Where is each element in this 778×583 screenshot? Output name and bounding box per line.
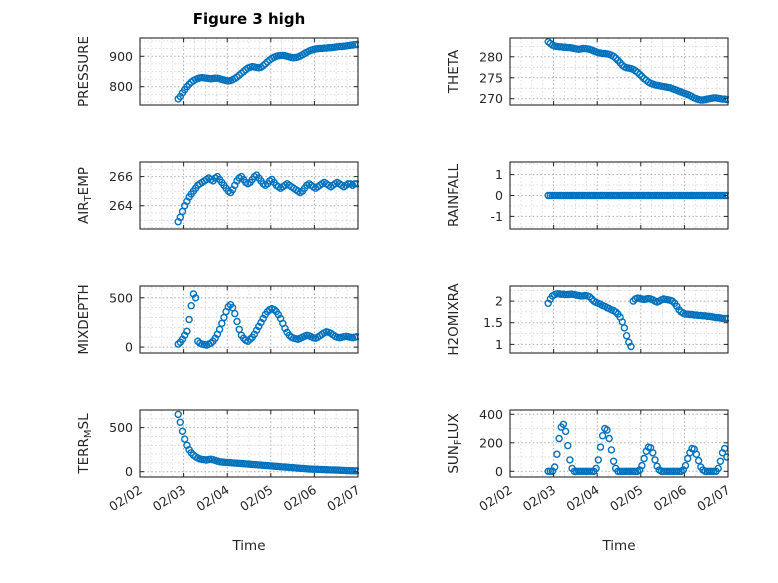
svg-text:02/05: 02/05	[237, 482, 275, 514]
chart-svg-theta: 270 275 280 THETA	[446, 37, 729, 106]
svg-text:AIRTEMP: AIRTEMP	[76, 167, 94, 224]
svg-text:PRESSURE: PRESSURE	[76, 36, 92, 107]
svg-text:200: 200	[479, 435, 503, 450]
chart-svg-pressure: 800 900 PRESSURE	[76, 36, 359, 107]
svg-text:900: 900	[109, 49, 133, 64]
subplot-mixdepth: 0 500 MIXDEPTH	[28, 256, 378, 384]
svg-text:THETA: THETA	[446, 49, 462, 94]
svg-text:02/05: 02/05	[607, 482, 645, 514]
svg-text:02/07: 02/07	[324, 482, 362, 514]
chart-svg-rainfall: -1 0 1 RAINFALL	[446, 161, 729, 230]
svg-text:02/02: 02/02	[476, 482, 514, 514]
svg-text:264: 264	[109, 198, 133, 213]
svg-text:0: 0	[495, 464, 503, 479]
chart-svg-airtemp: 264 266 AIRTEMP	[76, 161, 359, 230]
x-axis-label-right: Time	[602, 538, 636, 554]
subplot-pressure: 800 900 PRESSURE	[28, 8, 378, 136]
svg-text:275: 275	[479, 70, 503, 85]
svg-text:0: 0	[495, 188, 503, 203]
chart-svg-sunflux: 0 200 400 SUNFLUX 02/02 02/03 02/04 02/05 02/06 0…	[446, 407, 733, 514]
svg-text:0: 0	[125, 340, 133, 355]
svg-text:500: 500	[109, 290, 133, 305]
svg-text:RAINFALL: RAINFALL	[446, 164, 462, 227]
svg-text:500: 500	[109, 420, 133, 435]
x-axis-label-left: Time	[232, 538, 266, 554]
svg-text:02/06: 02/06	[651, 482, 689, 514]
svg-text:800: 800	[109, 79, 133, 94]
svg-text:02/07: 02/07	[694, 482, 732, 514]
svg-text:H2OMIXRA: H2OMIXRA	[446, 283, 462, 356]
svg-text:MIXDEPTH: MIXDEPTH	[76, 284, 92, 354]
svg-text:SUNFLUX: SUNFLUX	[446, 413, 464, 473]
svg-text:TERRMSL: TERRMSL	[76, 413, 94, 475]
subplot-h2omixra: 1 1.5 2 H2OMIXRA	[398, 256, 748, 384]
subplot-airtemp: 264 266 AIRTEMP	[28, 132, 378, 260]
svg-text:266: 266	[109, 169, 133, 184]
svg-text:02/04: 02/04	[193, 482, 231, 514]
svg-text:02/02: 02/02	[106, 482, 144, 514]
svg-text:-1: -1	[491, 209, 503, 224]
chart-svg-h2omixra: 1 1.5 2 H2OMIXRA	[446, 283, 729, 356]
subplot-rainfall: -1 0 1 RAINFALL	[398, 132, 748, 260]
subplot-theta: 270 275 280 THETA	[398, 8, 748, 136]
subplot-sunflux: 0 200 400 SUNFLUX 02/02 02/03 02/04 02/05 02/06 0…	[398, 380, 748, 562]
svg-text:1.5: 1.5	[483, 315, 503, 330]
chart-svg-mixdepth: 0 500 MIXDEPTH	[76, 284, 359, 355]
svg-text:280: 280	[479, 49, 503, 64]
svg-text:0: 0	[125, 464, 133, 479]
figure-title: Figure 3 high	[192, 10, 306, 28]
svg-text:400: 400	[479, 407, 503, 422]
svg-text:02/03: 02/03	[520, 482, 558, 514]
chart-svg-terrmsl: 0 500 TERRMSL 02/02 02/03 02/04 02/05 02/06 02/0…	[76, 409, 363, 514]
svg-text:02/06: 02/06	[281, 482, 319, 514]
svg-text:02/04: 02/04	[563, 482, 601, 514]
svg-text:270: 270	[479, 91, 503, 106]
svg-text:1: 1	[495, 337, 503, 352]
svg-text:2: 2	[495, 294, 503, 309]
subplot-terrmsl: 0 500 TERRMSL 02/02 02/03 02/04 02/05 02/06 02/0…	[28, 380, 378, 562]
svg-text:02/03: 02/03	[150, 482, 188, 514]
svg-text:1: 1	[495, 167, 503, 182]
